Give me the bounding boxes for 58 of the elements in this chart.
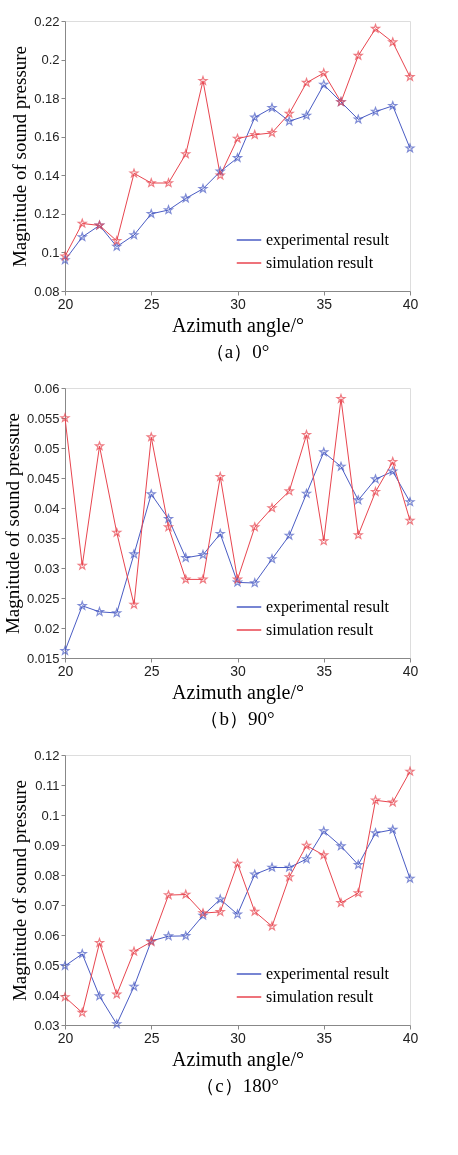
- text: （b）90°: [200, 708, 275, 729]
- x-tick-label: 25: [143, 662, 160, 679]
- y-axis-title: Magnitude of sound pressure: [9, 779, 31, 1002]
- y-tick-label: 0.14: [34, 167, 60, 183]
- y-tick-label: 0.06: [34, 380, 60, 396]
- x-tick-label: 30: [230, 1029, 246, 1046]
- y-tick-label: 0.12: [34, 206, 60, 222]
- y-tick-label: 0.09: [34, 837, 60, 853]
- text: （c）180°: [196, 1075, 279, 1096]
- x-tick-label: 20: [57, 1029, 74, 1046]
- y-tick-label: 0.04: [34, 987, 60, 1003]
- x-tick-label: 30: [230, 662, 246, 679]
- x-tick-label: 25: [143, 295, 160, 312]
- y-axis-title: Magnitude of sound pressure: [9, 45, 31, 268]
- legend-label: experimental result: [266, 231, 390, 249]
- y-tick-label: 0.04: [34, 500, 60, 516]
- y-tick-label: 0.08: [34, 283, 60, 299]
- legend-label: simulation result: [266, 988, 374, 1005]
- y-tick-label: 0.045: [26, 470, 60, 486]
- y-tick-label: 0.08: [34, 867, 60, 883]
- y-tick-label: 0.03: [34, 1017, 60, 1033]
- y-tick-label: 0.05: [34, 440, 60, 456]
- y-tick-label: 0.07: [34, 897, 60, 913]
- x-tick-label: 40: [402, 662, 419, 679]
- y-tick-label: 0.015: [26, 650, 60, 666]
- text: （a）0°: [205, 341, 270, 362]
- x-axis-title: Azimuth angle/°: [172, 313, 304, 337]
- x-tick-label: 40: [402, 295, 419, 312]
- y-axis-title: Magnitude of sound pressure: [1, 412, 23, 635]
- y-tick-label: 0.18: [34, 90, 60, 106]
- legend-label: simulation result: [266, 254, 374, 271]
- y-tick-label: 0.025: [26, 590, 60, 606]
- x-tick-label: 35: [316, 1029, 333, 1046]
- y-tick-label: 0.11: [35, 777, 60, 793]
- x-tick-label: 20: [57, 295, 74, 312]
- x-tick-label: 40: [402, 1029, 419, 1046]
- x-axis-title: Azimuth angle/°: [172, 1047, 304, 1071]
- y-tick-label: 0.055: [26, 410, 60, 426]
- x-tick-label: 30: [230, 295, 246, 312]
- legend-label: experimental result: [266, 598, 390, 616]
- y-tick-label: 0.2: [41, 52, 60, 68]
- x-tick-label: 25: [143, 1029, 160, 1046]
- y-tick-label: 0.035: [26, 530, 60, 546]
- y-tick-label: 0.06: [34, 927, 60, 943]
- legend-label: experimental result: [266, 965, 390, 983]
- x-tick-label: 35: [316, 295, 333, 312]
- y-tick-label: 0.12: [34, 747, 60, 763]
- y-tick-label: 0.1: [41, 244, 60, 260]
- y-tick-label: 0.1: [41, 807, 60, 823]
- x-tick-label: 20: [57, 662, 74, 679]
- y-tick-label: 0.02: [34, 620, 60, 636]
- y-tick-label: 0.16: [34, 129, 60, 145]
- legend-label: simulation result: [266, 621, 374, 638]
- x-tick-label: 35: [316, 662, 333, 679]
- y-tick-label: 0.03: [34, 560, 60, 576]
- x-axis-title: Azimuth angle/°: [172, 680, 304, 704]
- y-tick-label: 0.22: [34, 13, 60, 29]
- y-tick-label: 0.05: [34, 957, 60, 973]
